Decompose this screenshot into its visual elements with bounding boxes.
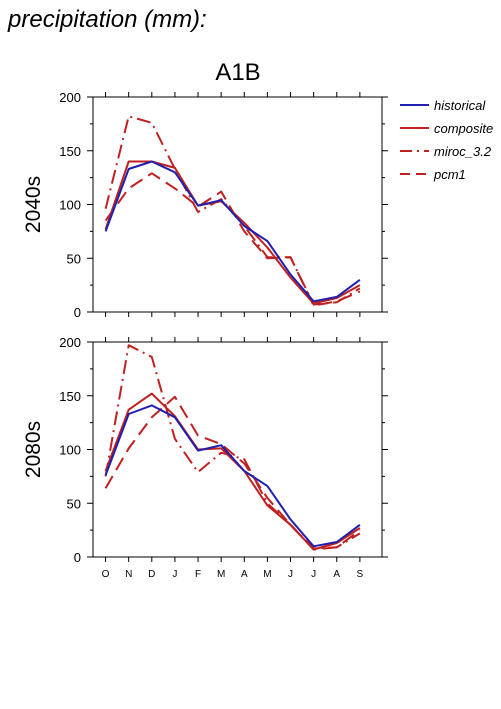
month-label: S [357, 569, 364, 580]
y-tick-label: 50 [67, 496, 81, 511]
plot-frame [92, 341, 383, 558]
period-label: 2040s [22, 176, 45, 233]
panel-2040s: 0 50 100 150 200 2040s [22, 90, 388, 320]
month-label: M [263, 569, 271, 580]
y-tick-label: 200 [59, 335, 81, 350]
y-tick-label: 100 [59, 443, 81, 458]
panel-2080s: 0 50 100 150 200 O N D J F M A M J J A S 2080s [22, 335, 388, 580]
month-label: N [125, 569, 132, 580]
y-tick-label: 200 [59, 90, 81, 105]
y-tick-label: 150 [59, 144, 81, 159]
plot-frame [92, 96, 383, 313]
y-tick-label: 50 [67, 251, 81, 266]
month-label: J [311, 569, 316, 580]
series-line-pcm1 [104, 172, 361, 307]
series-line-composite [104, 392, 361, 551]
page-title: precipitation (mm): [7, 6, 207, 33]
month-label: A [333, 569, 340, 580]
y-tick-label: 0 [74, 550, 81, 565]
y-tick-label: 100 [59, 198, 81, 213]
month-label: O [102, 569, 110, 580]
legend-label: composite [434, 121, 493, 136]
legend-label: historical [434, 98, 486, 113]
series-line-miroc-3-2 [104, 344, 361, 550]
series-line-historical [104, 404, 361, 548]
scenario-title: A1B [215, 59, 260, 86]
month-label: A [241, 569, 248, 580]
month-label: F [195, 569, 201, 580]
month-label: D [148, 569, 155, 580]
month-label: M [217, 569, 225, 580]
legend: historical composite miroc_3.2 pcm1 [400, 98, 493, 182]
period-label: 2080s [22, 421, 45, 478]
series-line-pcm1 [104, 395, 361, 551]
legend-label: miroc_3.2 [434, 144, 492, 159]
y-tick-label: 150 [59, 389, 81, 404]
series-line-historical [104, 160, 361, 303]
legend-label: pcm1 [433, 167, 466, 182]
month-label: J [288, 569, 293, 580]
month-label: J [172, 569, 177, 580]
series-line-composite [104, 160, 361, 305]
y-tick-label: 0 [74, 305, 81, 320]
